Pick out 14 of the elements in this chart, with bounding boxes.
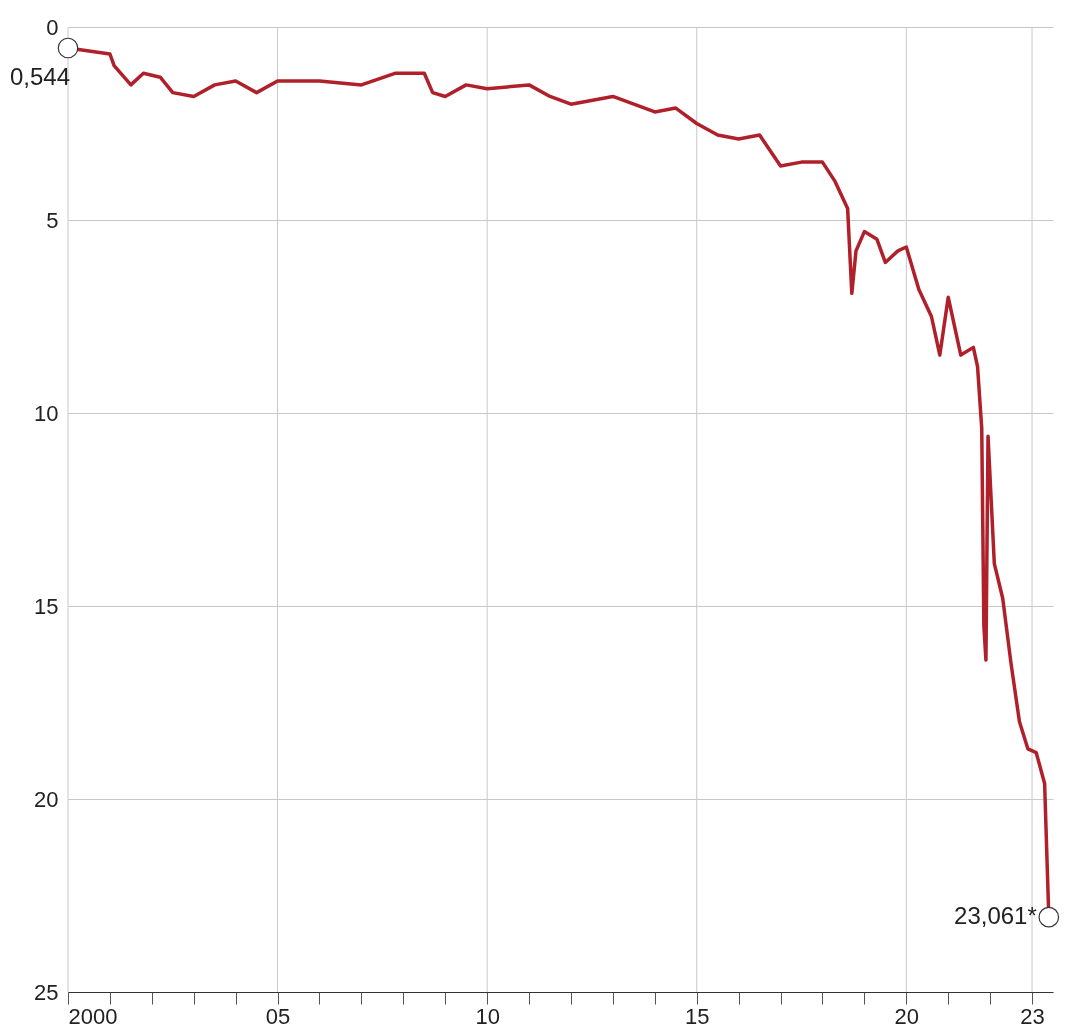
x-tick-label: 20	[894, 1003, 920, 1029]
y-tick-label: 0	[46, 14, 59, 40]
y-tick-label: 25	[34, 979, 59, 1005]
x-tick-label: 10	[475, 1003, 500, 1029]
annotation: 0,544	[10, 63, 71, 90]
x-tick-label: 23	[1020, 1003, 1045, 1029]
x-tick-label: 05	[265, 1003, 291, 1029]
y-tick-label: 5	[46, 207, 59, 233]
x-tick-label: 2000	[68, 1003, 118, 1029]
y-tick-label: 20	[34, 786, 59, 812]
annotation: 23,061*	[954, 902, 1037, 930]
y-tick-label: 15	[34, 593, 59, 619]
y-tick-label: 10	[34, 400, 59, 426]
x-tick-label: 15	[684, 1003, 710, 1029]
